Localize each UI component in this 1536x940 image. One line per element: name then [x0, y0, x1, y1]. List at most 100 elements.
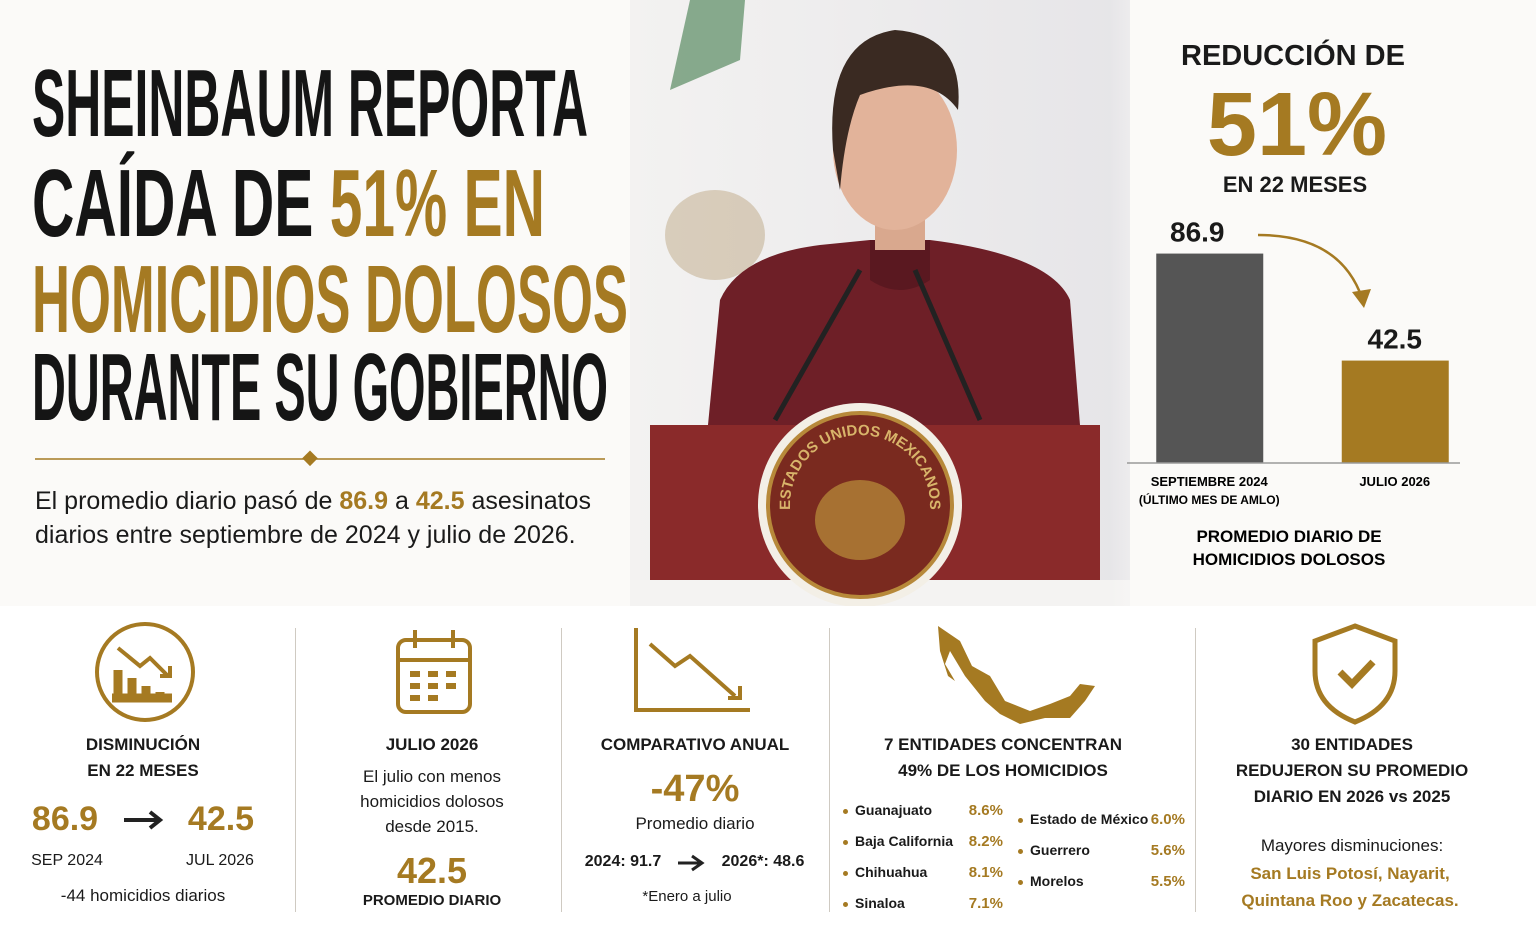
x-axis-label: PROMEDIO DIARIO DE [1196, 527, 1381, 546]
state-share: 5.6% [1150, 842, 1185, 859]
card-text-line: homicidios dolosos [360, 792, 504, 811]
card-number: 42.5 [396, 850, 468, 891]
arrows [124, 810, 705, 872]
card-title-line: DISMINUCIÓN [85, 735, 201, 754]
state-name: Guanajuato [855, 802, 933, 818]
card-text-line: El julio con menos [363, 767, 501, 786]
seal-eagle [815, 480, 905, 560]
card-title-line: 49% DE LOS HOMICIDIOS [898, 761, 1108, 780]
card-title-line: 7 ENTIDADES CONCENTRAN [883, 735, 1123, 754]
icon-trend [634, 628, 750, 712]
card-title: COMPARATIVO ANUAL [600, 735, 790, 754]
state-name: Guerrero [1030, 842, 1090, 858]
microphone [912, 269, 983, 421]
trend-arrow [1257, 233, 1364, 299]
icon-calendar [396, 630, 472, 714]
arrow [124, 810, 164, 830]
card-highlight: San Luis Potosí, Nayarit, Quintana Roo y … [1241, 860, 1458, 914]
card-note: -44 homicidios diarios [60, 886, 226, 905]
card-title: DISMINUCIÓN EN 22 MESES [86, 732, 200, 784]
card-title-line: DIARIO EN 2026 vs 2025 [1253, 787, 1451, 806]
card-number: -47% [650, 768, 740, 810]
collar [870, 240, 930, 290]
card-label: PROMEDIO DIARIO [362, 892, 502, 909]
card-label: SEP 2024 [31, 852, 103, 869]
flag-green [670, 0, 745, 90]
bar-chart: 86.9 SEPTIEMBRE 2024 (ÚLTIMO MES DE AMLO) 4… [1127, 217, 1460, 569]
trend-arrowhead [1352, 289, 1371, 308]
face [833, 70, 957, 230]
bar [1156, 253, 1264, 463]
value-label: 42.5 [1368, 324, 1423, 355]
headline-part: CAÍDA DE [32, 150, 330, 257]
state-bullet [843, 840, 848, 845]
summary-number: 42.5 [415, 487, 465, 515]
x-tick-label: SEPTIEMBRE 2024 [1151, 474, 1269, 489]
card-label: JUL 2026 [186, 852, 254, 869]
card-text-line: desde 2015. [385, 817, 479, 836]
arrow [678, 854, 705, 872]
state-share: 5.5% [1150, 873, 1185, 890]
hair [832, 30, 959, 190]
photo: ESTADOS UNIDOS MEXICANOS [630, 0, 1130, 606]
state-bullet [843, 809, 848, 814]
state-name: Chihuahua [855, 864, 928, 880]
separator [829, 628, 830, 912]
card-compare: 2024: 91.7 [584, 853, 662, 870]
headline-line: DURANTE SU GOBIERNO [32, 334, 608, 440]
microphone [772, 268, 863, 422]
state-share: 8.2% [968, 833, 1003, 850]
headline-line: SHEINBAUM REPORTA [32, 50, 588, 157]
summary-text: diarios entre septiembre de 2024 y julio… [35, 521, 576, 549]
card-title-line: REDUJERON SU PROMEDIO [1235, 761, 1469, 780]
card-text: Mayores disminuciones: [1260, 836, 1444, 855]
side-big: 51% [1206, 75, 1388, 175]
side-kicker: REDUCCIÓN DE [1181, 40, 1405, 72]
state-share: 7.1% [968, 895, 1003, 912]
x-tick-note: (ÚLTIMO MES DE AMLO) [1139, 492, 1280, 507]
state-name: Estado de México [1030, 811, 1149, 827]
card-number: 42.5 [187, 800, 255, 838]
state-bullet [1018, 849, 1023, 854]
card-compare: 2026*: 48.6 [721, 853, 805, 870]
state-bullet [843, 871, 848, 876]
state-bullet [1018, 880, 1023, 885]
state-name: Morelos [1030, 873, 1084, 889]
state-bullet [843, 902, 848, 907]
summary-text: asesinatos [464, 487, 591, 515]
state-share: 8.6% [968, 802, 1003, 819]
state-bullet [1018, 818, 1023, 823]
state-share: 6.0% [1150, 811, 1185, 828]
icons [95, 622, 1398, 725]
state-name: Sinaloa [855, 895, 905, 911]
icon-shield [1312, 623, 1398, 725]
summary-text: El promedio diario pasó de [35, 487, 340, 515]
card-text: El julio con menos homicidios dolosos desd… [360, 764, 504, 839]
state-share: 8.1% [968, 864, 1003, 881]
separator [561, 628, 562, 912]
divider-diamond [302, 450, 318, 467]
card-title: 30 ENTIDADES REDUJERON SU PROMEDIO DIARIO … [1236, 732, 1468, 810]
card-number: 86.9 [31, 800, 99, 838]
summary-number: 86.9 [339, 487, 389, 515]
flag-emblem [665, 190, 765, 280]
state-name: Baja California [855, 833, 954, 849]
headline: SHEINBAUM REPORTA CAÍDA DE 51% EN HOMICI… [32, 50, 628, 440]
card-highlight-line: Quintana Roo y Zacatecas. [1241, 891, 1459, 910]
separator [1195, 628, 1196, 912]
x-tick-label: JULIO 2026 [1359, 474, 1430, 489]
x-axis-label: HOMICIDIOS DOLOSOS [1193, 550, 1386, 569]
summary-text: a [388, 487, 416, 515]
card-label: Promedio diario [635, 814, 755, 833]
separator [295, 628, 296, 912]
headline-line: CAÍDA DE 51% EN [32, 150, 545, 257]
bar [1341, 360, 1449, 463]
side-period: EN 22 MESES [1222, 172, 1368, 197]
value-label: 86.9 [1170, 217, 1225, 248]
card-note: *Enero a julio [642, 888, 732, 905]
icon-decline [95, 622, 195, 722]
headline-line: HOMICIDIOS DOLOSOS [32, 246, 628, 353]
bottom-band [0, 606, 1536, 940]
card-title: 7 ENTIDADES CONCENTRAN 49% DE LOS HOMICID… [884, 732, 1122, 784]
